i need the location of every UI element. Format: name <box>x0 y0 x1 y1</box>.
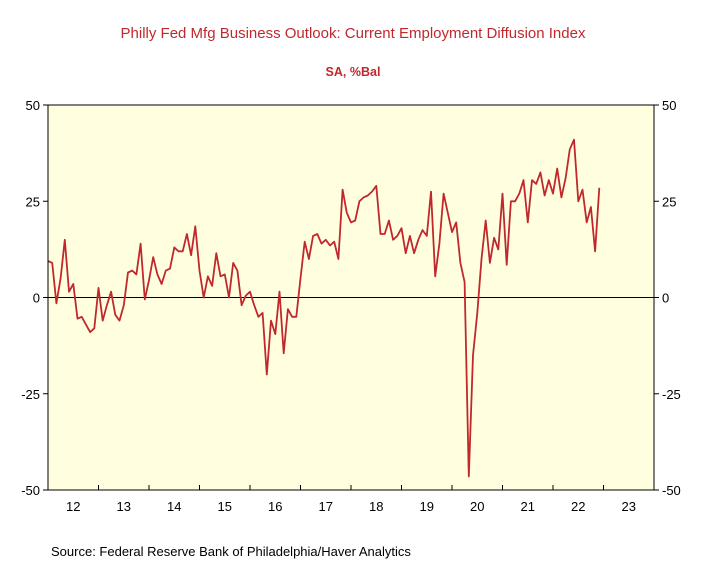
x-tick-label: 17 <box>319 499 333 514</box>
y-tick-label-left: 25 <box>26 194 40 209</box>
y-axis-left: 50 25 0 -25 -50 <box>21 98 48 498</box>
x-tick-label: 20 <box>470 499 484 514</box>
x-tick-label: 15 <box>218 499 232 514</box>
y-tick-label-left: 50 <box>26 98 40 113</box>
x-tick-label: 19 <box>420 499 434 514</box>
y-tick-label-right: -50 <box>662 483 681 498</box>
x-tick-label: 22 <box>571 499 585 514</box>
x-tick-label: 14 <box>167 499 181 514</box>
chart-title: Philly Fed Mfg Business Outlook: Current… <box>121 25 586 42</box>
x-tick-label: 13 <box>117 499 131 514</box>
y-tick-label-left: -25 <box>21 387 40 402</box>
x-axis: 12 13 14 15 16 17 18 19 20 21 22 23 <box>47 485 636 514</box>
y-axis-right: 50 25 0 -25 -50 <box>654 98 681 498</box>
y-tick-label-left: -50 <box>21 483 40 498</box>
source-note: Source: Federal Reserve Bank of Philadel… <box>51 544 411 559</box>
series-line-employment-index <box>47 138 601 478</box>
x-tick-label: 16 <box>268 499 282 514</box>
y-tick-label-right: 25 <box>662 194 676 209</box>
y-tick-label-left: 0 <box>33 291 40 306</box>
y-tick-label-right: -25 <box>662 387 681 402</box>
chart-subtitle: SA, %Bal <box>326 65 381 79</box>
x-tick-label: 12 <box>66 499 80 514</box>
y-tick-label-right: 50 <box>662 98 676 113</box>
x-tick-label: 21 <box>521 499 535 514</box>
x-tick-label: 18 <box>369 499 383 514</box>
y-tick-label-right: 0 <box>662 291 669 306</box>
x-tick-label: 23 <box>622 499 636 514</box>
